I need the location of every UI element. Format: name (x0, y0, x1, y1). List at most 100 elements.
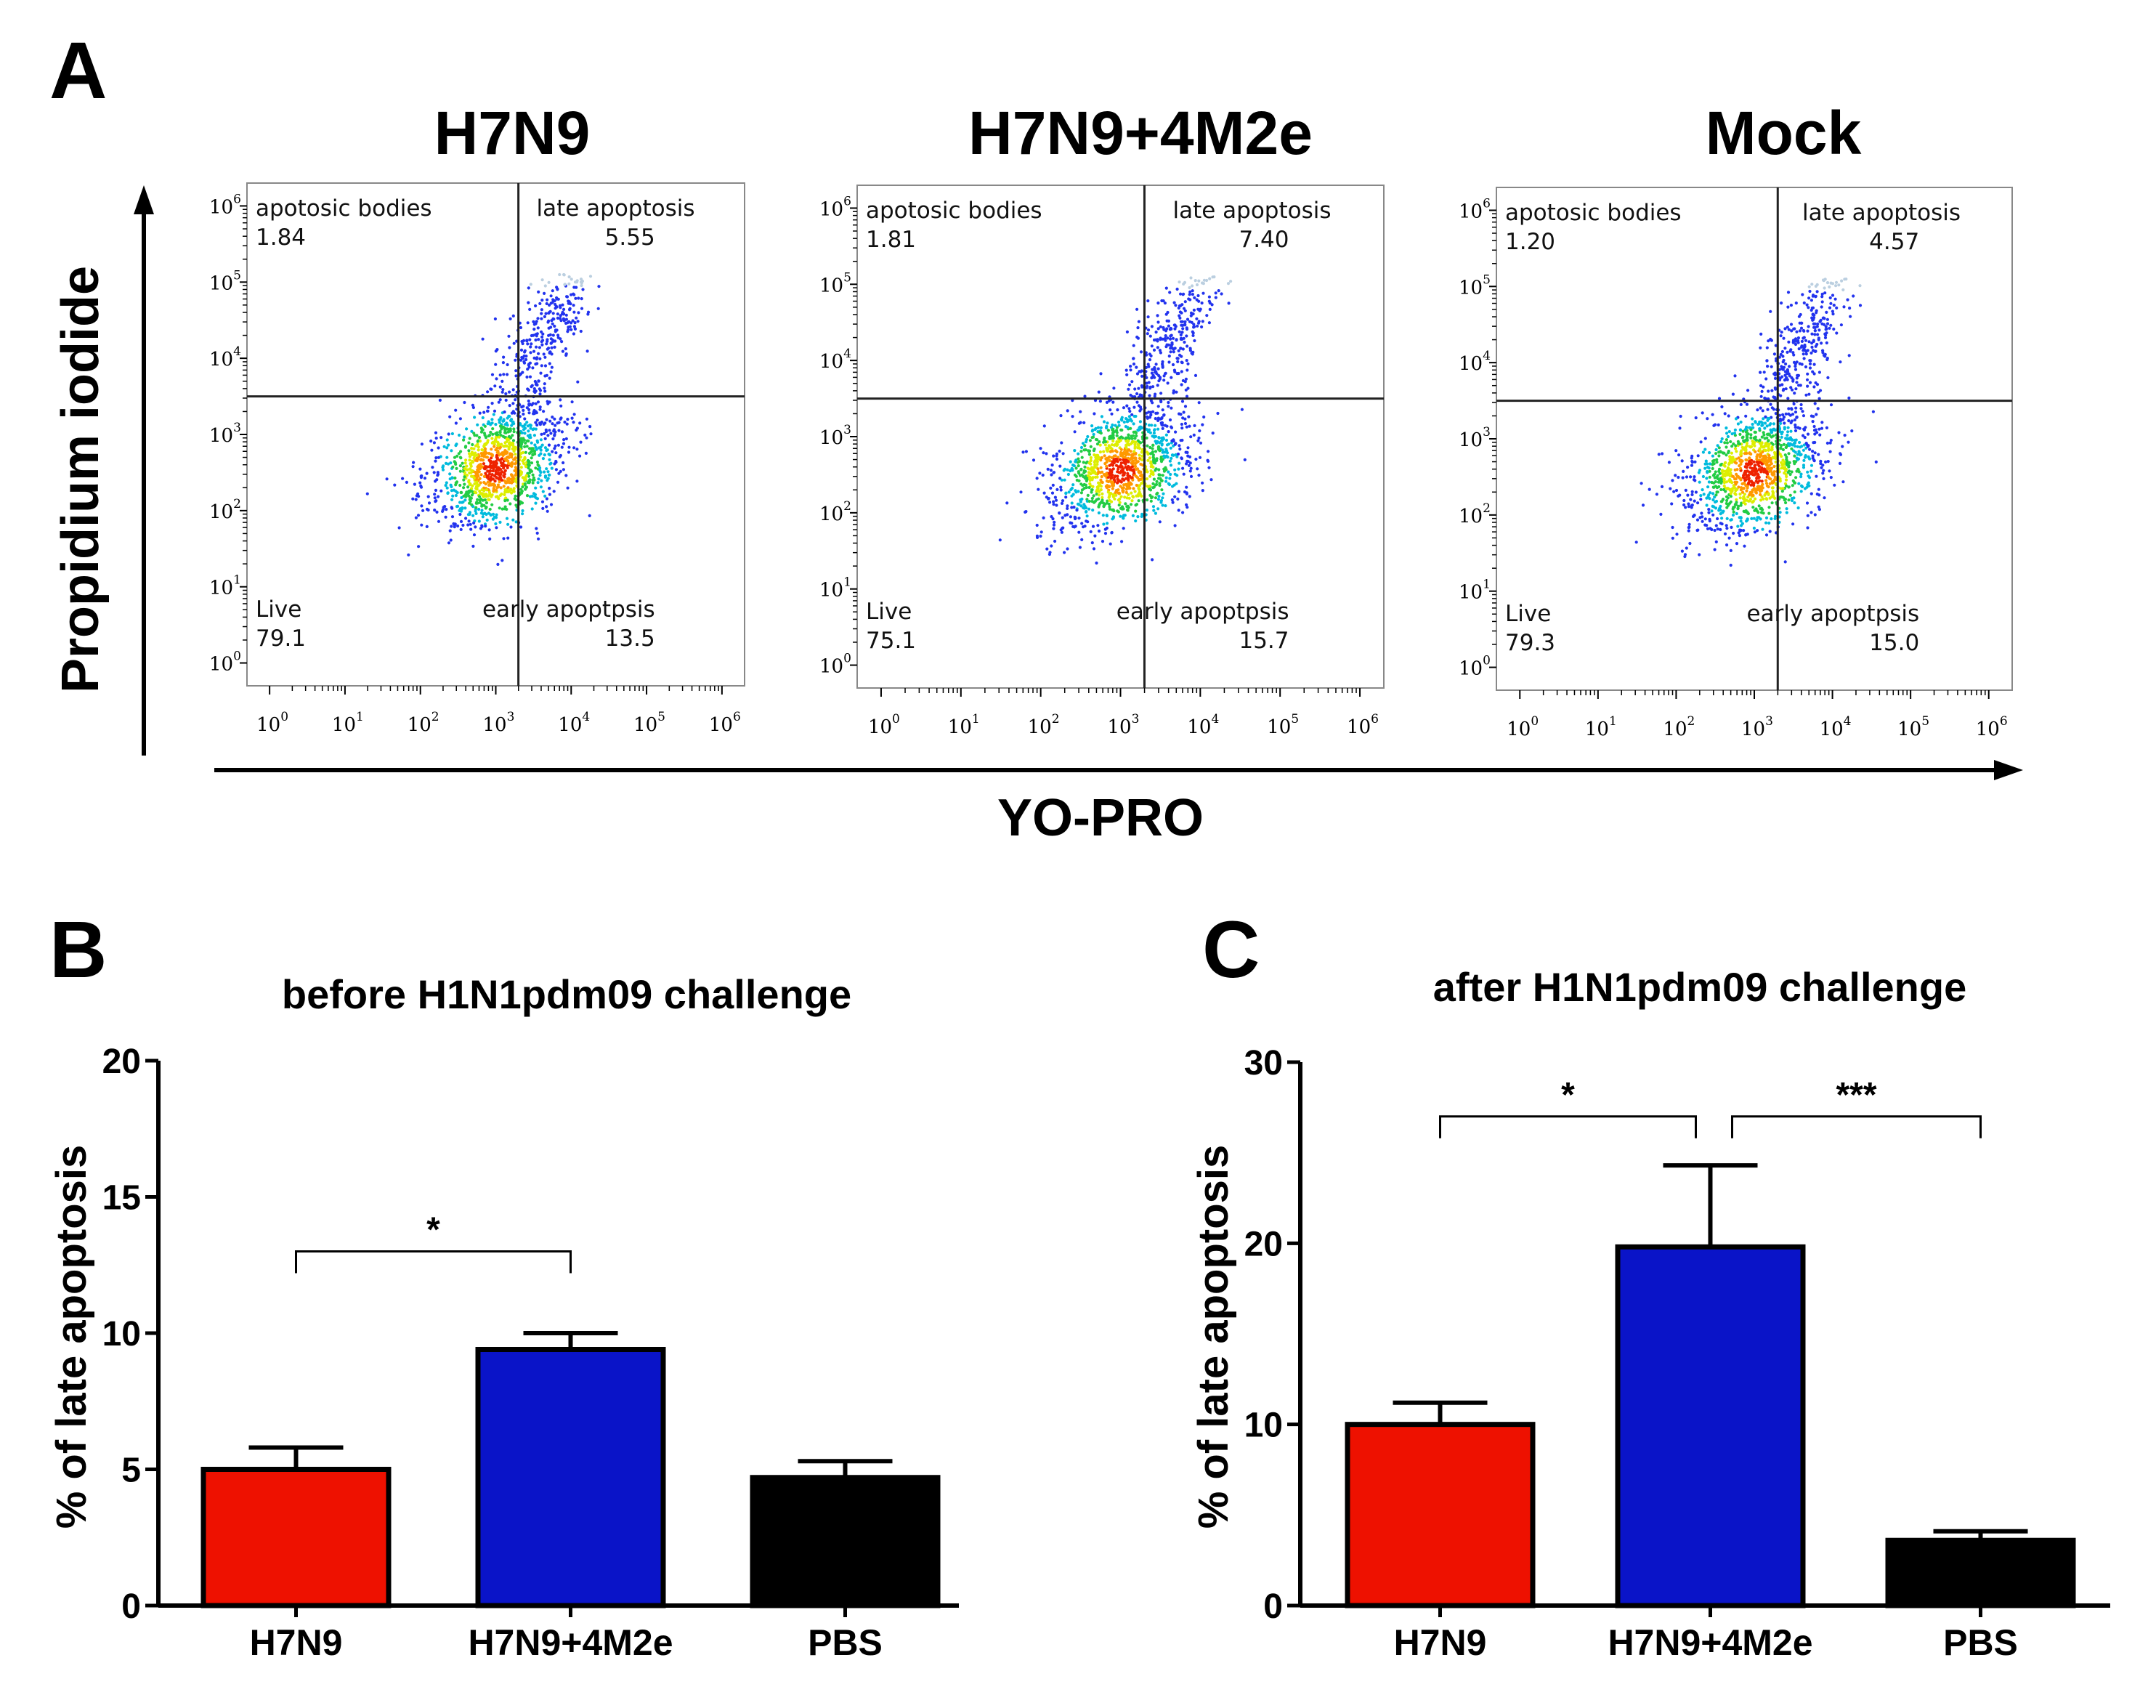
flow-dot (1124, 443, 1128, 447)
flow-dot (1716, 517, 1719, 521)
flow-dot (1154, 424, 1157, 427)
flow-dot (1828, 296, 1832, 300)
flow-dot (1843, 434, 1847, 437)
flow-dot (1709, 527, 1712, 530)
flow-dot (495, 488, 498, 492)
flow-dot (1060, 478, 1063, 482)
flow-dot (1786, 437, 1789, 440)
flow-dot (1682, 498, 1686, 503)
flow-dot (1210, 303, 1214, 307)
flow-dot (1687, 525, 1691, 529)
flow-dot (458, 433, 461, 437)
flow-dot (1156, 314, 1159, 317)
flow-tick-base: 10 (819, 427, 843, 449)
flow-dot (566, 418, 570, 421)
flow-dot (541, 457, 546, 461)
flow-dot (498, 506, 501, 510)
flow-dot (1127, 407, 1131, 410)
flow-dot (531, 473, 535, 477)
flow-dot (469, 464, 473, 468)
flow-dot (1100, 456, 1103, 460)
flow-dot (1115, 434, 1119, 437)
flow-dot (1799, 407, 1803, 410)
flow-dot (1185, 327, 1189, 331)
flow-dot (1821, 351, 1825, 355)
flow-dot (1871, 410, 1875, 413)
flow-dot (1797, 450, 1801, 453)
flow-dot (469, 499, 472, 503)
flow-dot (433, 509, 437, 512)
flow-dot (1113, 475, 1116, 479)
flow-dot (1725, 543, 1729, 547)
flow-dot (549, 432, 553, 435)
flow-dot (425, 471, 429, 475)
flow-tick-exponent: 5 (657, 710, 665, 724)
flow-dot (1106, 448, 1110, 451)
flow-dot (1749, 479, 1754, 483)
flow-tick-exponent: 3 (843, 423, 851, 437)
flow-dot (1092, 494, 1095, 498)
quadrant-value-ul: 1.84 (256, 224, 306, 251)
flow-dot (540, 330, 543, 333)
flow-dot (1196, 439, 1200, 442)
flow-dot (1063, 467, 1067, 471)
flow-dot (1050, 491, 1055, 495)
flow-dot (578, 454, 582, 458)
flow-dot (1195, 283, 1199, 287)
quadrant-label-ul: apotosic bodies (1505, 200, 1682, 226)
flow-dot (1183, 323, 1187, 327)
flow-dot (1795, 330, 1799, 333)
flow-dot (1178, 444, 1181, 448)
flow-dot (498, 373, 502, 377)
flow-dot (1794, 362, 1797, 366)
flow-dot (1743, 428, 1747, 432)
flow-dot (1817, 397, 1821, 400)
flow-dot (572, 332, 576, 336)
flow-dot (1828, 450, 1832, 453)
flow-dot (1162, 374, 1166, 378)
flow-dot (550, 466, 554, 470)
flow-dot (1055, 457, 1059, 461)
flow-dot (1794, 387, 1798, 391)
flow-dot (1097, 505, 1101, 509)
flow-tick-exponent: 6 (843, 194, 851, 209)
flow-dot (538, 346, 542, 349)
flow-dot (1183, 421, 1188, 426)
flow-dot (536, 463, 540, 467)
flow-dot (1756, 453, 1759, 457)
flow-dot (484, 442, 488, 445)
flow-dot (486, 422, 490, 426)
flow-dot (531, 366, 535, 370)
flow-dot (1847, 354, 1851, 357)
flow-dot (537, 477, 540, 481)
flow-dot (564, 347, 567, 351)
flow-dot (1079, 421, 1082, 424)
flow-tick-exponent: 1 (1483, 578, 1491, 592)
flow-dot (1796, 445, 1799, 448)
flow-dot (1763, 437, 1767, 440)
flow-dot (506, 459, 510, 463)
flow-dot (1032, 458, 1036, 462)
quadrant-label-lr: early apoptpsis (482, 596, 655, 623)
flow-dot (1678, 493, 1682, 497)
flow-dot (543, 494, 547, 498)
flow-dot (1176, 452, 1180, 456)
flow-dot (1831, 312, 1835, 316)
flow-dot (477, 495, 482, 498)
flow-dot (489, 423, 493, 426)
flow-dot (1130, 380, 1134, 384)
flow-dot (1820, 426, 1824, 430)
flow-dot (481, 448, 485, 452)
flow-dot (1214, 296, 1217, 299)
flow-dot (557, 471, 561, 475)
flow-dot (1732, 442, 1735, 446)
flow-dot (527, 439, 530, 443)
flow-dot (1137, 386, 1140, 390)
flow-dot (1787, 419, 1791, 423)
flow-dot (460, 495, 463, 500)
flow-dot (1061, 516, 1064, 519)
flow-dot (586, 310, 591, 314)
flow-dot (575, 479, 579, 483)
flow-dot (555, 328, 559, 332)
flow-dot (1743, 439, 1748, 442)
